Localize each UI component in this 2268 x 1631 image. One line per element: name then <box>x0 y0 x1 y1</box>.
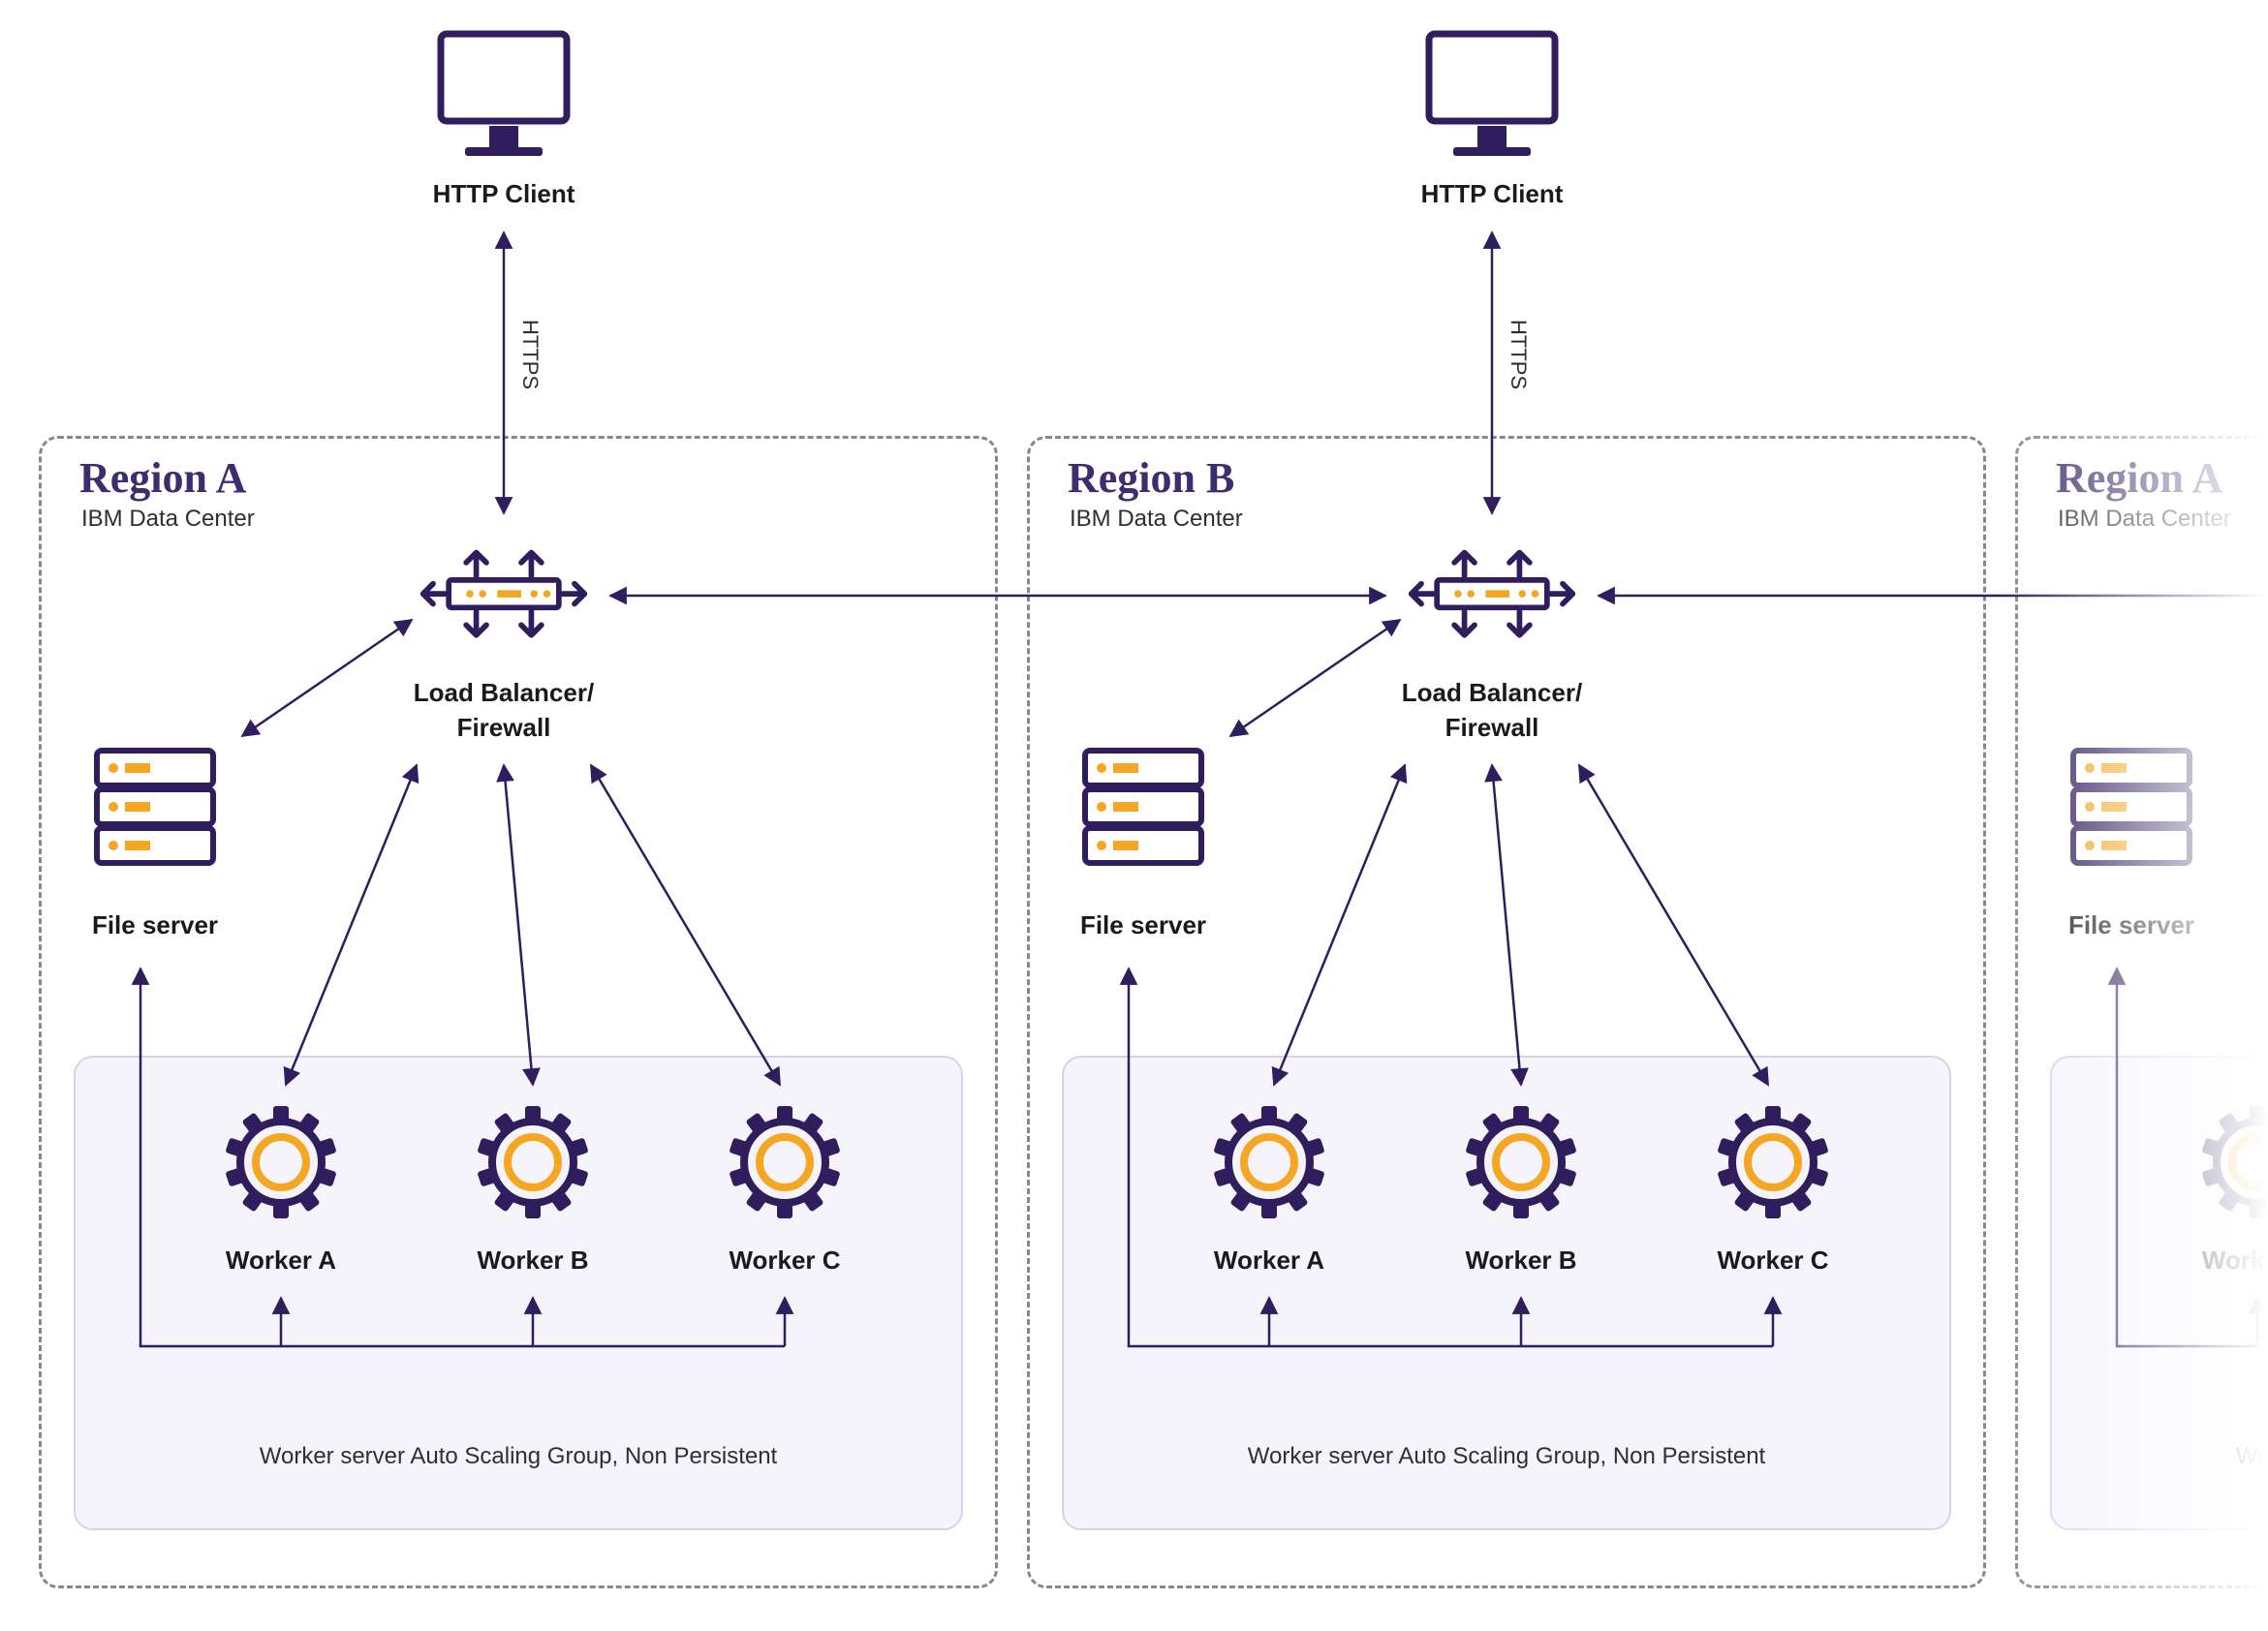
worker-caption-a: Worker server Auto Scaling Group, Non Pe… <box>74 1443 963 1470</box>
worker-a-label: Worker A <box>2160 1246 2268 1276</box>
worker-caption-b: Worker server Auto Scaling Group, Non Pe… <box>1062 1443 1951 1470</box>
file-server-label-b: File server <box>1046 910 1240 940</box>
worker-c-label: Worker C <box>1676 1246 1870 1276</box>
worker-a-label: Worker A <box>184 1246 378 1276</box>
region-c-subtitle: IBM Data Center <box>2058 506 2231 533</box>
gear-icon <box>1463 1104 1579 1220</box>
https-label-a: HTTPS <box>517 320 543 389</box>
gear-icon <box>2199 1104 2268 1220</box>
diagram-canvas: Region A IBM Data Center Region B IBM Da… <box>0 0 2268 1631</box>
https-label-b: HTTPS <box>1506 320 1531 389</box>
file-server-label-a: File server <box>58 910 252 940</box>
gear-icon <box>727 1104 843 1220</box>
region-a-title: Region A <box>79 453 246 503</box>
gear-icon <box>1211 1104 1327 1220</box>
lb-label-b-1: Load Balancer/ <box>1347 678 1637 708</box>
region-a-subtitle: IBM Data Center <box>81 506 255 533</box>
worker-caption-c: Worker server Auto Scaling Group, Non Pe… <box>2050 1443 2268 1470</box>
gear-icon <box>1715 1104 1831 1220</box>
file-server-icon <box>1080 746 1206 872</box>
region-b-subtitle: IBM Data Center <box>1070 506 1243 533</box>
file-server-label-c: File server <box>2035 910 2228 940</box>
http-client-label-b: HTTP Client <box>1395 179 1589 209</box>
gear-icon <box>475 1104 591 1220</box>
region-c-title: Region A <box>2056 453 2222 503</box>
worker-c-label: Worker C <box>688 1246 882 1276</box>
load-balancer-icon <box>1405 533 1579 659</box>
worker-a-label: Worker A <box>1172 1246 1366 1276</box>
region-b-title: Region B <box>1068 453 1234 503</box>
gear-icon <box>223 1104 339 1220</box>
file-server-icon <box>92 746 218 872</box>
http-client-label-a: HTTP Client <box>407 179 601 209</box>
worker-b-label: Worker B <box>436 1246 630 1276</box>
file-server-icon <box>2068 746 2194 872</box>
monitor-icon <box>436 29 572 165</box>
load-balancer-icon <box>417 533 591 659</box>
worker-b-label: Worker B <box>1424 1246 1618 1276</box>
lb-label-a-1: Load Balancer/ <box>358 678 649 708</box>
lb-label-a-2: Firewall <box>358 713 649 743</box>
lb-label-b-2: Firewall <box>1347 713 1637 743</box>
monitor-icon <box>1424 29 1560 165</box>
